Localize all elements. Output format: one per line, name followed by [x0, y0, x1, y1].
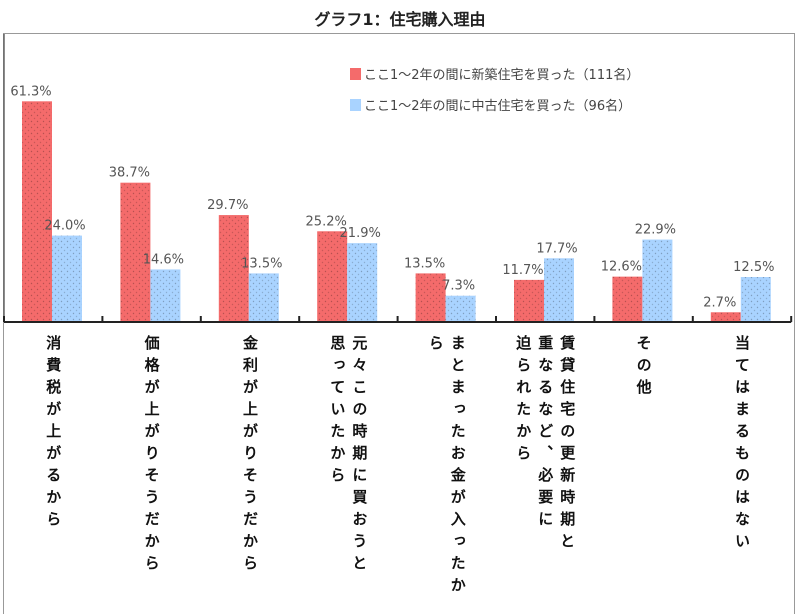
bar-texture [120, 182, 151, 322]
category-label: その他 [634, 335, 653, 401]
bar-texture [347, 243, 378, 322]
bar-texture [22, 101, 52, 322]
bar-texture [415, 273, 446, 322]
bar-texture [150, 269, 181, 322]
category-label: 金利が上がりそうだから [241, 335, 259, 577]
bar-texture [218, 215, 249, 322]
data-label: 25.2% [306, 214, 347, 229]
data-label: 29.7% [207, 198, 248, 213]
legend-label-used: ここ1～2年の間に中古住宅を買った（96名） [364, 99, 632, 114]
bar-texture [52, 235, 82, 322]
chart-frame [3, 33, 795, 614]
category-label: 元々この時期に買おうと 思っていたから [328, 335, 369, 577]
data-label: 13.5% [241, 256, 282, 271]
data-label: 11.7% [502, 263, 543, 278]
bar-texture [642, 239, 673, 322]
data-label: 22.9% [635, 223, 676, 238]
category-label: 当てはまるものはない [733, 335, 751, 555]
data-label: 12.6% [601, 260, 642, 275]
category-label: 賃貸住宅の更新時期と 重なるなど、必要に 迫られたから [514, 335, 577, 555]
bar-texture [612, 276, 643, 322]
data-label: 17.7% [536, 241, 577, 256]
data-label: 24.0% [44, 219, 85, 234]
legend-swatch-used [350, 98, 361, 111]
bar-chart: 61.3% 24.0% 38.7% 14.6% 29.7% 13.5% 25.2%21.9%… [3, 34, 793, 323]
category-label: 価格が上がりそうだから [142, 335, 161, 577]
category-label: 消費税が上がるから [44, 335, 63, 533]
data-label: 14.6% [143, 252, 184, 267]
legend-item-new: ここ1～2年の間に新築住宅を買った（111名） [350, 64, 639, 83]
bar-texture [317, 231, 348, 322]
data-label: 2.7% [703, 295, 736, 310]
bar-texture [445, 295, 476, 322]
legend-item-used: ここ1～2年の間に中古住宅を買った（96名） [350, 95, 631, 114]
data-label: 38.7% [109, 166, 150, 181]
chart-title: グラフ1：住宅購入理由 [314, 10, 486, 29]
data-label: 21.9% [340, 226, 381, 241]
bar-texture [710, 312, 741, 322]
legend-label-new: ここ1～2年の間に新築住宅を買った（111名） [364, 68, 640, 83]
data-label: 13.5% [404, 256, 445, 271]
bar-texture [740, 277, 771, 322]
category-label: まとまったお金が入ったか ら [426, 335, 467, 599]
legend-swatch-new [350, 67, 361, 80]
bar-texture [248, 273, 279, 322]
data-label: 7.3% [442, 279, 475, 294]
data-label: 12.5% [733, 260, 774, 275]
bar-texture [514, 279, 544, 322]
bar-texture [544, 258, 574, 322]
data-label: 61.3% [10, 84, 51, 99]
